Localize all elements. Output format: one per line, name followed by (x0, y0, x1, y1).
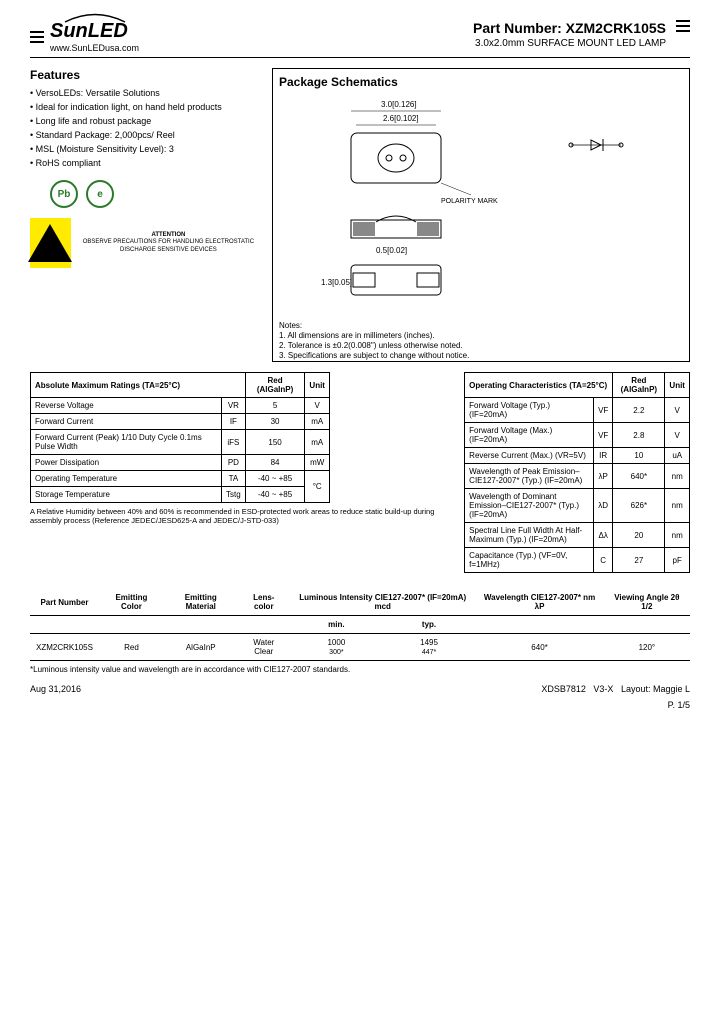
svg-text:1.3[0.05]: 1.3[0.05] (321, 278, 352, 287)
feature-item: Standard Package: 2,000pcs/ Reel (30, 130, 260, 140)
feature-item: VersoLEDs: Versatile Solutions (30, 88, 260, 98)
attention-text: ATTENTION OBSERVE PRECAUTIONS FOR HANDLI… (77, 232, 260, 254)
page-footer: Aug 31,2016 XDSB7812 V3-X Layout: Maggie… (30, 684, 690, 694)
parts-summary-table: Part Number Emitting Color Emitting Mate… (30, 589, 690, 661)
feature-item: MSL (Moisture Sensitivity Level): 3 (30, 144, 260, 154)
svg-text:0.5[0.02]: 0.5[0.02] (376, 246, 407, 255)
feature-item: Ideal for indication light, on hand held… (30, 102, 260, 112)
svg-text:POLARITY MARK: POLARITY MARK (441, 198, 498, 205)
parts-footnote: *Luminous intensity value and wavelength… (30, 665, 690, 674)
feature-item: Long life and robust package (30, 116, 260, 126)
part-number: XZM2CRK105S (566, 20, 666, 36)
header-right: Part Number: XZM2CRK105S 3.0x2.0mm SURFA… (473, 20, 690, 49)
part-number-line: Part Number: XZM2CRK105S (473, 20, 666, 36)
features-list: VersoLEDs: Versatile Solutions Ideal for… (30, 88, 260, 168)
part-label: Part Number: (473, 20, 562, 36)
abs-max-ratings-table: Absolute Maximum Ratings (TA=25°C) Red (… (30, 372, 330, 503)
esd-warning-icon (30, 218, 71, 268)
abs-table-block: Absolute Maximum Ratings (TA=25°C) Red (… (30, 372, 452, 573)
schematic-svg: 3.0[0.126] 2.6[0.102] POLARITY MARK (279, 95, 683, 315)
esd-attention-block: ATTENTION OBSERVE PRECAUTIONS FOR HANDLI… (30, 218, 260, 268)
datasheet-page: SunLED www.SunLEDusa.com Part Number: XZ… (0, 0, 720, 730)
menu-icon (30, 31, 44, 43)
logo-url: www.SunLEDusa.com (50, 43, 139, 53)
attention-title: ATTENTION (77, 232, 260, 239)
svg-text:3.0[0.126]: 3.0[0.126] (381, 100, 417, 109)
tables-row: Absolute Maximum Ratings (TA=25°C) Red (… (30, 372, 690, 573)
notes-title: Notes: (279, 321, 683, 330)
op-col-unit: Unit (665, 373, 690, 398)
op-title: Operating Characteristics (TA=25°C) (465, 373, 613, 398)
op-col-material: Red (AlGaInP) (613, 373, 665, 398)
pb-free-icon: Pb (50, 180, 78, 208)
header-left: SunLED www.SunLEDusa.com (30, 20, 139, 53)
logo-arc-icon (60, 12, 140, 24)
abs-title: Absolute Maximum Ratings (TA=25°C) (31, 373, 246, 398)
note-2: 2. Tolerance is ±0.2(0.008") unless othe… (279, 341, 683, 350)
feature-item: RoHS compliant (30, 158, 260, 168)
footer-date: Aug 31,2016 (30, 684, 81, 694)
logo-block: SunLED www.SunLEDusa.com (50, 20, 139, 53)
page-number: P. 1/5 (30, 700, 690, 710)
parts-row: XZM2CRK105S Red AlGaInP Water Clear 1000… (30, 634, 690, 661)
left-column: Features VersoLEDs: Versatile Solutions … (30, 68, 260, 362)
schematics-title: Package Schematics (279, 75, 683, 89)
attention-body: OBSERVE PRECAUTIONS FOR HANDLING ELECTRO… (77, 239, 260, 253)
note-3: 3. Specifications are subject to change … (279, 351, 683, 360)
schematic-drawing: 3.0[0.126] 2.6[0.102] POLARITY MARK (279, 95, 683, 355)
page-header: SunLED www.SunLEDusa.com Part Number: XZ… (30, 20, 690, 58)
abs-col-material: Red (AlGaInP) (245, 373, 305, 398)
schematics-panel: Package Schematics 3.0[0.126] 2.6[0.102]… (272, 68, 690, 362)
abs-footnote: A Relative Humidity between 40% and 60% … (30, 507, 452, 525)
abs-col-unit: Unit (305, 373, 330, 398)
svg-text:2.6[0.102]: 2.6[0.102] (383, 114, 419, 123)
main-content: Features VersoLEDs: Versatile Solutions … (30, 68, 690, 362)
schematic-notes: Notes: 1. All dimensions are in millimet… (279, 321, 683, 360)
compliance-icons: Pb e (50, 180, 260, 208)
menu-icon-right (676, 20, 690, 32)
operating-characteristics-table: Operating Characteristics (TA=25°C) Red … (464, 372, 690, 573)
note-1: 1. All dimensions are in millimeters (in… (279, 331, 683, 340)
footer-doc-info: XDSB7812 V3-X Layout: Maggie L (541, 684, 690, 694)
part-description: 3.0x2.0mm SURFACE MOUNT LED LAMP (473, 38, 666, 49)
features-title: Features (30, 68, 260, 82)
rohs-icon: e (86, 180, 114, 208)
